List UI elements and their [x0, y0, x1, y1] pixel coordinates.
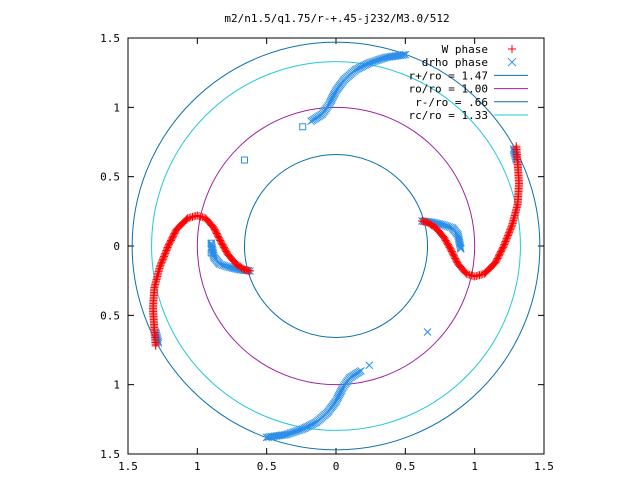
- w-phase-point: [196, 212, 205, 221]
- reference-circles: [131, 41, 541, 451]
- drho-phase-point: [456, 243, 465, 252]
- w-phase-point: [485, 264, 494, 273]
- drho-phase-point: [455, 235, 463, 244]
- y-tick-label: 0: [113, 240, 120, 253]
- drho-phase-outlier: [207, 249, 215, 257]
- chart-title: m2/n1.5/q1.75/r-+.45-j232/M3.0/512: [224, 12, 449, 25]
- drho-phase-point: [455, 238, 464, 247]
- legend-label: ro/ro = 1.00: [409, 83, 488, 96]
- drho-phase-point: [398, 51, 406, 59]
- circle-r: [131, 41, 541, 451]
- w-phase-point: [470, 272, 479, 281]
- legend-label: rc/ro = 1.33: [409, 109, 488, 122]
- drho-phase-point: [456, 244, 465, 253]
- legend-label: W phase: [442, 43, 488, 56]
- axis-ticks: 1.5 1 0.5 0 0.5 1 1.51.510.500.511.5: [100, 32, 554, 473]
- drho-phase-point: [266, 433, 274, 441]
- circle-ro: [196, 106, 476, 386]
- y-tick-label: 1.5: [100, 448, 120, 461]
- drho-phase-outlier: [207, 239, 215, 247]
- x-tick-label: 0.5: [395, 460, 415, 473]
- drho-phase-point: [401, 50, 410, 59]
- x-tick-label: 1.5: [118, 460, 138, 473]
- drho-phase-point: [207, 239, 216, 248]
- drho-phase-point: [399, 51, 408, 59]
- drho-phase-point: [456, 241, 465, 250]
- x-tick-label: 1: [194, 460, 201, 473]
- w-phase-point: [488, 261, 497, 270]
- y-tick-label: 0.5: [100, 309, 120, 322]
- w-phase-point: [180, 217, 189, 226]
- w-phase-point: [178, 219, 187, 228]
- circle-r: [243, 153, 429, 339]
- drho-phase-point: [208, 247, 217, 255]
- y-tick-label: 1.5: [100, 32, 120, 45]
- drho-phase-point: [365, 361, 374, 370]
- w-phase-point: [175, 222, 184, 231]
- drho-phase-point: [423, 328, 432, 336]
- legend-label: drho phase: [422, 56, 488, 69]
- w-phase-point: [176, 220, 185, 229]
- w-phase-point: [483, 266, 492, 275]
- x-tick-label: 0.5: [257, 460, 277, 473]
- drho-phase-point: [208, 245, 217, 254]
- w-phase-point: [484, 265, 493, 274]
- drho-phase-point: [454, 234, 463, 242]
- drho-phase-point: [454, 232, 463, 241]
- circle-rc: [151, 61, 521, 431]
- w-phase-point: [467, 271, 476, 280]
- drho-phase-point: [455, 237, 464, 245]
- w-phase-point: [469, 271, 478, 280]
- y-tick-label: 0.5: [100, 171, 120, 184]
- w-phase-point: [465, 270, 474, 279]
- y-tick-label: 1: [113, 379, 120, 392]
- drho-phase-point: [380, 54, 389, 62]
- x-tick-label: 0: [333, 460, 340, 473]
- x-tick-label: 1.5: [534, 460, 554, 473]
- drho-phase-point: [283, 430, 292, 438]
- series-markers: [148, 50, 524, 442]
- w-phase-point: [193, 211, 202, 220]
- drho-phase-outlier: [299, 123, 307, 131]
- x-tick-label: 1: [471, 460, 478, 473]
- drho-phase-point: [264, 433, 273, 441]
- w-phase-point: [487, 263, 496, 272]
- w-phase-point: [198, 213, 207, 222]
- legend-label: r-/ro = .66: [415, 96, 488, 109]
- w-phase-point: [246, 266, 255, 275]
- y-tick-label: 1: [113, 101, 120, 114]
- drho-phase-point: [262, 433, 271, 442]
- legend-marker-cross: [507, 57, 517, 67]
- drho-phase-outlier: [240, 156, 248, 164]
- legend-label: r+/ro = 1.47: [409, 69, 488, 82]
- w-phase-point: [194, 212, 203, 221]
- w-phase-point: [417, 217, 426, 226]
- w-phase-point: [179, 218, 188, 227]
- drho-phase-point: [456, 240, 464, 249]
